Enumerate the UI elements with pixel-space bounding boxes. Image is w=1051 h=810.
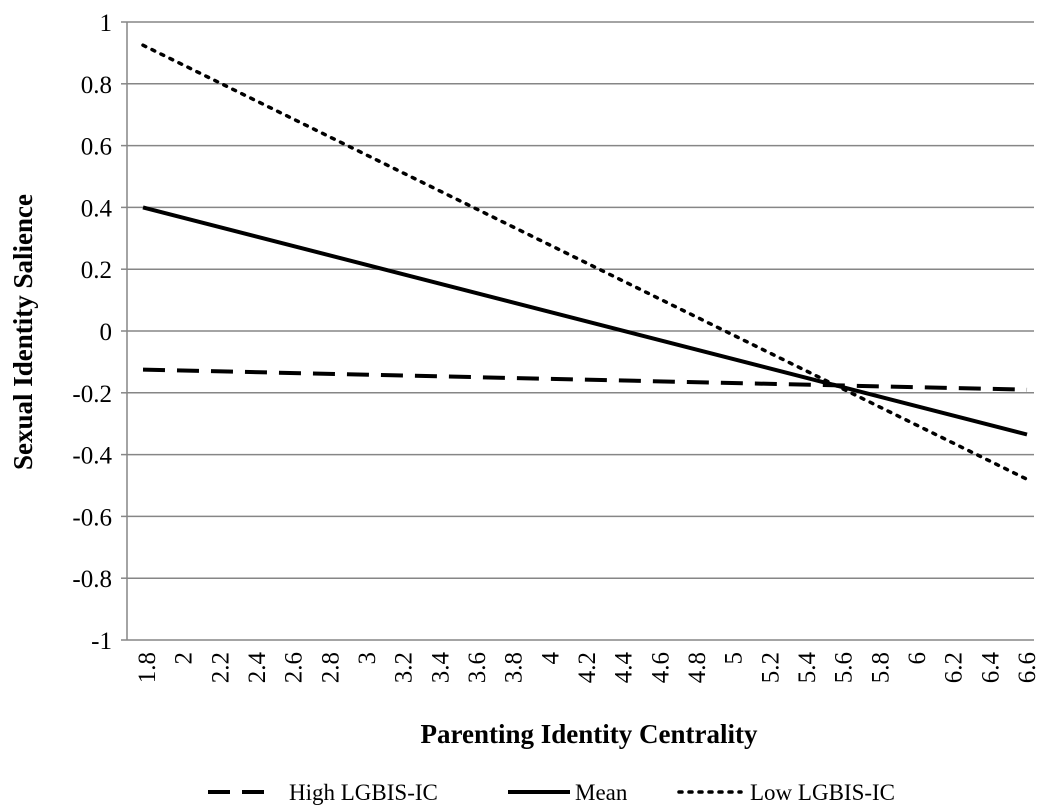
x-tick-label: 5 — [721, 652, 748, 665]
legend: High LGBIS-IC Mean Low LGBIS-IC — [208, 780, 895, 805]
y-tick-labels: 1 0.8 0.6 0.4 0.2 0 -0.2 -0.4 -0.6 -0.8 -1 — [72, 10, 112, 655]
legend-label: Low LGBIS-IC — [750, 780, 895, 805]
x-tick-label: 5.2 — [757, 652, 784, 683]
x-tick-label: 2.2 — [207, 652, 234, 683]
x-axis-title: Parenting Identity Centrality — [421, 719, 758, 749]
x-tick-label: 3 — [354, 652, 381, 665]
x-tick-label: 3.2 — [391, 652, 418, 683]
y-tick-label: 0.4 — [81, 195, 113, 222]
x-tick-label: 2.8 — [317, 652, 344, 683]
x-tick-label: 6.2 — [941, 652, 968, 683]
y-tick-label: 0.8 — [81, 72, 112, 99]
x-tick-label: 6 — [904, 652, 931, 665]
x-tick-label: 3.8 — [501, 652, 528, 683]
x-tick-label: 5.8 — [867, 652, 894, 683]
y-tick-label: -1 — [91, 628, 112, 655]
y-tick-label: 1 — [100, 10, 113, 37]
series-line-dashed — [142, 367, 1028, 392]
y-tick-label: 0.2 — [81, 257, 112, 284]
y-tick-label: -0.8 — [72, 566, 112, 593]
x-tick-label: 4 — [537, 652, 564, 665]
series-line-solid — [142, 205, 1028, 437]
x-tick-label: 4.8 — [684, 652, 711, 683]
gridlines — [127, 21, 1034, 579]
x-tick-label: 3.6 — [464, 652, 491, 683]
x-tick-label: 5.4 — [794, 652, 821, 684]
y-axis-title: Sexual Identity Salience — [8, 194, 38, 470]
x-tick-label: 6.6 — [1014, 652, 1041, 683]
x-tick-label: 1.8 — [134, 652, 161, 683]
series-line-dotted — [141, 43, 1029, 482]
axes — [121, 21, 1034, 641]
x-tick-labels: 1.8 2 2.2 2.4 2.6 2.8 3 3.2 3.4 3.6 3.8 4 4.2 4.4 4.6 4… — [134, 652, 1041, 684]
x-tick-label: 4.2 — [574, 652, 601, 683]
x-tick-label: 2.4 — [244, 652, 271, 684]
legend-label: Mean — [575, 780, 628, 805]
x-tick-label: 4.6 — [647, 652, 674, 683]
x-tick-label: 6.4 — [977, 652, 1004, 684]
x-tick-label: 2 — [171, 652, 198, 665]
y-tick-label: 0 — [100, 319, 113, 346]
y-tick-label: 0.6 — [81, 134, 112, 161]
x-tick-label: 3.4 — [427, 652, 454, 684]
y-tick-label: -0.6 — [72, 504, 112, 531]
x-tick-label: 2.6 — [281, 652, 308, 683]
x-tick-label: 4.4 — [611, 652, 638, 684]
series-lines — [141, 43, 1029, 482]
y-tick-label: -0.4 — [72, 443, 112, 470]
x-tick-label: 5.6 — [831, 652, 858, 683]
y-tick-label: -0.2 — [72, 381, 112, 408]
legend-label: High LGBIS-IC — [289, 780, 438, 805]
